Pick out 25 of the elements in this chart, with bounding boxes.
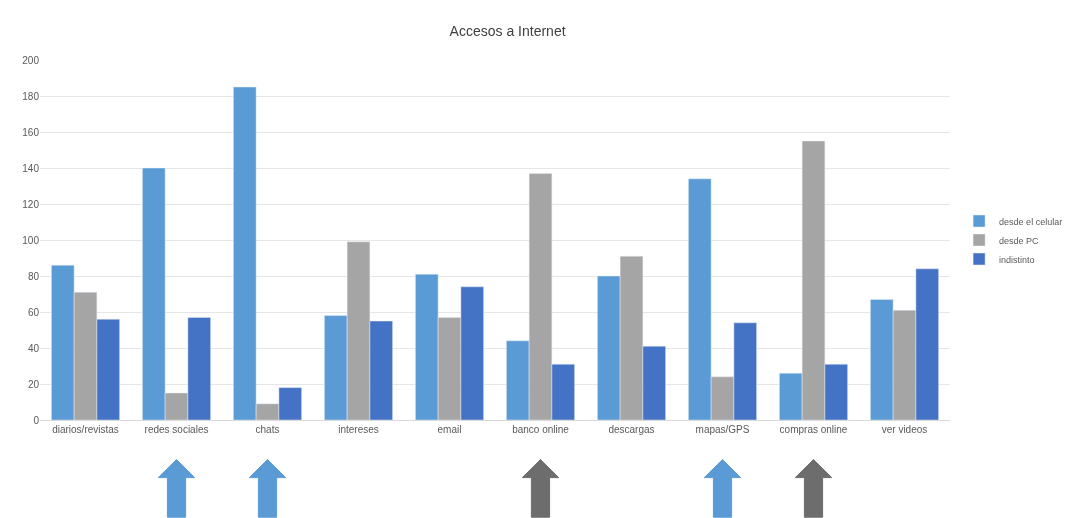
x-tick-label: intereses <box>338 424 379 435</box>
x-tick-label: chats <box>255 424 280 435</box>
chart-title: Accesos a Internet <box>449 22 566 39</box>
y-tick-label: 120 <box>22 198 40 210</box>
x-tick-label: descargas <box>608 424 655 435</box>
y-tick-label: 160 <box>22 126 40 138</box>
y-tick-label: 0 <box>33 414 40 426</box>
x-tick-label: compras online <box>779 424 848 435</box>
y-tick-label: 140 <box>22 162 40 174</box>
y-tick-label: 60 <box>27 306 40 318</box>
x-tick-label: mapas/GPS <box>695 424 750 435</box>
x-tick-label: banco online <box>512 424 570 435</box>
x-tick-label: diarios/revistas <box>52 424 119 435</box>
y-tick-label: 80 <box>27 270 40 282</box>
x-tick-label: email <box>437 424 462 435</box>
y-tick-label: 40 <box>27 342 40 354</box>
y-tick-label: 100 <box>22 234 40 246</box>
legend-label: desde el celular <box>999 216 1063 227</box>
x-tick-label: ver videos <box>881 424 928 435</box>
y-tick-label: 200 <box>22 54 40 66</box>
y-tick-label: 180 <box>22 90 40 102</box>
x-tick-label: redes sociales <box>144 424 209 435</box>
y-tick-label: 20 <box>27 378 40 390</box>
legend-label: indistinto <box>999 254 1035 265</box>
legend-label: desde PC <box>999 235 1040 246</box>
